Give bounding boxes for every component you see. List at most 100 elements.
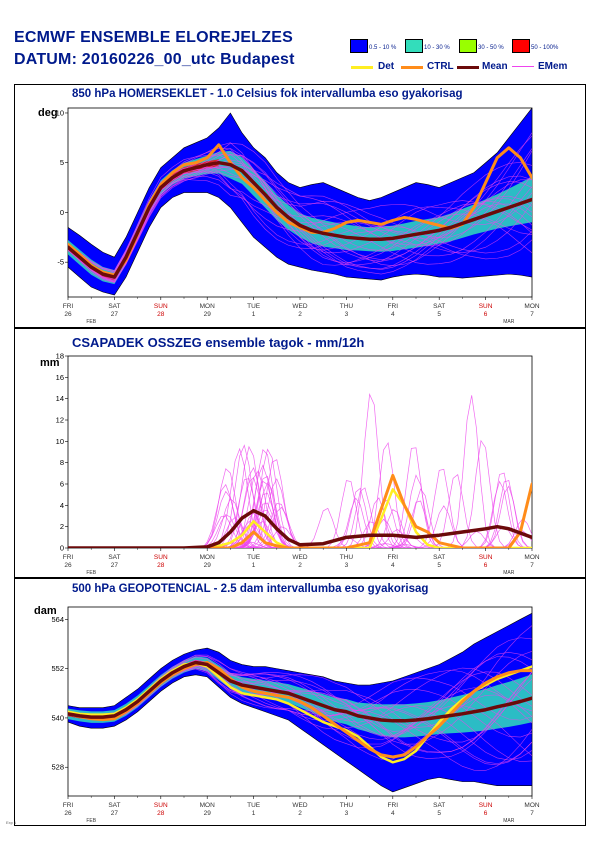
x-tick-date: 5 — [437, 810, 441, 817]
series-mean — [68, 508, 532, 548]
x-tick-day: SAT — [433, 554, 445, 561]
series-mean — [68, 160, 532, 279]
plot-area — [67, 355, 533, 549]
x-tick-day: TUE — [247, 303, 261, 310]
x-month-label: FEB — [86, 818, 96, 824]
x-tick-day: SAT — [433, 303, 445, 310]
x-tick-day: FRI — [63, 802, 74, 809]
panel-geopot-frame — [14, 578, 586, 826]
ylabel-precip: mm — [40, 357, 60, 369]
member-trace — [68, 445, 532, 548]
x-tick-date: 27 — [111, 311, 119, 318]
member-trace — [68, 474, 532, 548]
member-trace — [68, 154, 532, 280]
legend-swatch-range-1 — [350, 39, 368, 53]
x-tick-date: 4 — [391, 311, 395, 318]
x-tick-day: SUN — [479, 802, 493, 809]
x-tick-date: 26 — [64, 311, 72, 318]
x-tick-date: 7 — [530, 311, 534, 318]
x-tick-day: MON — [524, 303, 539, 310]
x-tick-date: 7 — [530, 810, 534, 817]
y-tick-label: 528 — [51, 763, 64, 772]
legend-label-ctrl: CTRL — [427, 61, 454, 72]
y-tick-label: 8 — [60, 458, 64, 467]
y-tick-label: 564 — [51, 615, 64, 624]
legend-label-range-3: 30 - 50 % — [478, 45, 504, 51]
y-tick-label: 10 — [56, 108, 64, 117]
x-tick-date: 27 — [111, 562, 119, 569]
x-tick-day: SAT — [108, 303, 120, 310]
x-tick-date: 2 — [298, 810, 302, 817]
x-month-label: FEB — [86, 570, 96, 576]
x-tick-date: 29 — [204, 810, 212, 817]
x-tick-date: 2 — [298, 562, 302, 569]
member-trace — [68, 150, 532, 271]
date-subtitle: DATUM: 20160226_00_utc Budapest — [14, 51, 295, 68]
y-tick-label: 0 — [60, 208, 64, 217]
x-tick-day: TUE — [247, 554, 261, 561]
x-tick-day: SUN — [479, 554, 493, 561]
panel-title-geopot: 500 hPa GEOPOTENCIAL - 2.5 dam intervall… — [72, 583, 429, 595]
x-tick-day: MON — [524, 802, 539, 809]
plot-content — [68, 108, 532, 296]
x-tick-day: THU — [340, 554, 354, 561]
legend-label-mean: Mean — [482, 61, 508, 72]
ylabel-geopot: dam — [34, 605, 57, 617]
x-tick-date: 5 — [437, 562, 441, 569]
x-tick-day: FRI — [388, 303, 399, 310]
x-tick-date: 3 — [345, 311, 349, 318]
x-tick-date: 1 — [252, 562, 256, 569]
y-tick-label: 14 — [56, 394, 64, 403]
x-tick-day: WED — [292, 303, 307, 310]
x-tick-date: 28 — [157, 311, 165, 318]
y-tick-label: 4 — [60, 501, 64, 510]
ylabel-temperature: deg — [38, 107, 58, 119]
x-month-label: MAR — [503, 818, 515, 824]
x-tick-day: MON — [200, 802, 215, 809]
spread-core-band — [68, 150, 532, 285]
panel-temperature-frame — [14, 84, 586, 328]
x-tick-day: THU — [340, 303, 354, 310]
x-tick-day: FRI — [63, 303, 74, 310]
legend-line-ctrl — [401, 66, 423, 69]
plot-content — [68, 393, 532, 548]
x-tick-day: FRI — [388, 802, 399, 809]
x-tick-day: FRI — [63, 554, 74, 561]
x-tick-day: SAT — [433, 802, 445, 809]
y-tick-label: 6 — [60, 480, 64, 489]
y-tick-label: 10 — [56, 437, 64, 446]
main-title: ECMWF ENSEMBLE ELOREJELZES — [14, 29, 293, 46]
x-tick-date: 4 — [391, 810, 395, 817]
x-tick-day: SAT — [108, 802, 120, 809]
legend-label-range-2: 10 - 30 % — [424, 45, 450, 51]
legend-swatch-range-4 — [512, 39, 530, 53]
member-trace — [68, 151, 532, 283]
x-tick-day: FRI — [388, 554, 399, 561]
x-tick-date: 26 — [64, 810, 72, 817]
legend-label-det: Det — [378, 61, 395, 72]
x-tick-date: 4 — [391, 562, 395, 569]
y-tick-label: 5 — [60, 158, 64, 167]
legend-line-emem — [512, 66, 534, 67]
x-tick-date: 26 — [64, 562, 72, 569]
x-tick-day: SAT — [108, 554, 120, 561]
panel-title-precip: CSAPADEK OSSZEG ensemble tagok - mm/12h — [72, 335, 365, 350]
y-tick-label: 12 — [56, 416, 64, 425]
x-tick-day: MON — [524, 554, 539, 561]
x-tick-day: MON — [200, 554, 215, 561]
plot-content — [68, 612, 532, 793]
series-mean — [68, 660, 532, 723]
x-tick-day: SUN — [154, 802, 168, 809]
x-tick-day: MON — [200, 303, 215, 310]
x-tick-date: 1 — [252, 810, 256, 817]
x-tick-date: 6 — [484, 562, 488, 569]
x-tick-date: 7 — [530, 562, 534, 569]
legend-swatch-range-2 — [405, 39, 423, 53]
x-tick-date: 3 — [345, 562, 349, 569]
x-tick-date: 3 — [345, 810, 349, 817]
x-tick-day: TUE — [247, 802, 261, 809]
x-tick-day: SUN — [479, 303, 493, 310]
x-tick-date: 1 — [252, 311, 256, 318]
chart-panel-2: 024681012141618FRI26SAT27SUN28MON29TUE1W… — [56, 352, 540, 577]
x-tick-day: SUN — [154, 554, 168, 561]
